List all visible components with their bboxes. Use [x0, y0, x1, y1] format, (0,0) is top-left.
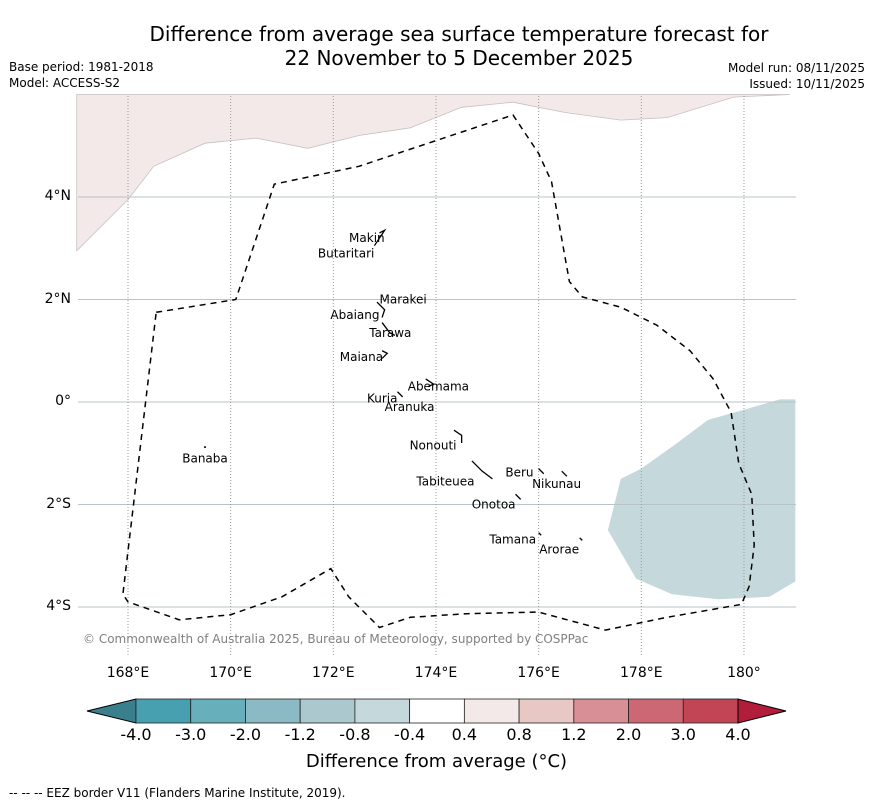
chart-title: Difference from average sea surface temp… [0, 22, 873, 70]
lat-tick-label: 4°N [44, 188, 71, 204]
lat-tick-label: 2°N [44, 290, 71, 307]
island-outline [376, 301, 386, 318]
colorbar-bin [682, 698, 739, 724]
eez-legend-note: -- -- -- EEZ border V11 (Flanders Marine… [9, 786, 346, 800]
lon-tick-label: 174°E [414, 665, 458, 681]
island-outline [538, 532, 542, 536]
colorbar-tick-label: -1.2 [284, 725, 316, 744]
lat-tick-label: 0° [55, 393, 71, 409]
colorbar-tick-label: -0.8 [339, 725, 371, 744]
place-label-banaba: Banaba [182, 451, 228, 465]
colorbar-under-arrow [86, 698, 137, 724]
colorbar-bin [518, 698, 575, 724]
place-label-kuria: Kuria [367, 391, 398, 405]
lat-tick-label: 4°S [46, 598, 71, 614]
place-label-beru: Beru [505, 466, 533, 480]
lon-tick-label: 178°E [620, 665, 663, 681]
lon-tick-label: 180° [727, 665, 761, 681]
eez-border [122, 114, 755, 631]
anomaly-regions [76, 94, 796, 600]
colorbar-bin [409, 698, 465, 724]
model-name: Model: ACCESS-S2 [9, 76, 121, 90]
colorbar-bin [573, 698, 629, 724]
run-info: Model run: 08/11/2025 Issued: 10/11/2025 [728, 60, 865, 92]
colorbar-over-arrow [737, 698, 787, 724]
colorbar-tick-label: 0.4 [451, 725, 478, 744]
colorbar-bin [135, 698, 192, 724]
colorbar-tick-label: 3.0 [670, 725, 696, 744]
lat-tick-label: 2°S [46, 495, 71, 512]
island-outline [471, 460, 493, 480]
place-label-nonouti: Nonouti [410, 439, 457, 453]
island-outline [397, 391, 404, 398]
colorbar-bin [245, 698, 301, 724]
colorbar-bin [299, 698, 356, 724]
place-label-marakei: Marakei [380, 293, 427, 307]
island-outline [381, 322, 396, 336]
island-outline [561, 470, 568, 477]
cool-anomaly-region [607, 399, 796, 600]
island-outline [538, 468, 545, 475]
place-label-butaritari: Butaritari [318, 246, 375, 260]
place-label-tarawa: Tarawa [368, 326, 411, 340]
colorbar-tick-label: -0.4 [394, 725, 426, 744]
copyright-notice: © Commonwealth of Australia 2025, Bureau… [83, 632, 589, 646]
colorbar-bin [354, 698, 411, 724]
colorbar-bin [190, 698, 246, 724]
title-line-2: 22 November to 5 December 2025 [284, 46, 634, 70]
lon-tick-label: 176°E [517, 665, 560, 681]
gridlines [78, 96, 796, 656]
colorbar-tick-label: 4.0 [725, 725, 751, 744]
colorbar-tick-label: 0.8 [506, 725, 532, 744]
island-outline [453, 429, 463, 443]
model-info: Base period: 1981-2018 Model: ACCESS-S2 [9, 59, 154, 91]
place-label-abaiang: Abaiang [330, 308, 379, 322]
colorbar-label: Difference from average (°C) [305, 751, 568, 772]
island-outline [425, 378, 435, 388]
colorbar-tick-label: -3.0 [175, 725, 207, 744]
place-label-tabiteuea: Tabiteuea [415, 474, 474, 488]
issued-date: Issued: 10/11/2025 [749, 77, 865, 91]
lon-tick-label: 172°E [312, 665, 355, 681]
colorbar-bin [463, 698, 520, 724]
lon-tick-label: 168°E [106, 665, 150, 681]
title-line-1: Difference from average sea surface temp… [149, 22, 769, 46]
island-outline [579, 537, 583, 541]
place-label-tamana: Tamana [488, 532, 536, 546]
colorbar-tick-label: -2.0 [229, 725, 262, 744]
place-label-maiana: Maiana [340, 350, 383, 364]
island-outline [203, 446, 206, 449]
warm-anomaly-region [76, 94, 791, 252]
colorbar-tick-label: 2.0 [615, 725, 642, 744]
island-outline [381, 350, 389, 359]
place-label-aranuka: Aranuka [385, 400, 435, 414]
colorbar-bin [628, 698, 684, 724]
colorbar-tick-label: -4.0 [120, 725, 152, 744]
place-label-nikunau: Nikunau [532, 477, 581, 491]
base-period: Base period: 1981-2018 [9, 60, 154, 74]
model-run-date: Model run: 08/11/2025 [727, 61, 865, 75]
lon-tick-label: 170°E [209, 665, 252, 681]
place-label-abemama: Abemama [408, 380, 469, 394]
colorbar-tick-label: 1.2 [561, 725, 587, 744]
place-label-makin: Makin [349, 231, 385, 245]
island-outline [515, 493, 522, 500]
island-shapes [203, 228, 583, 541]
place-label-onotoa: Onotoa [472, 498, 516, 512]
place-label-arorae: Arorae [539, 543, 579, 557]
island-outline [373, 228, 387, 247]
